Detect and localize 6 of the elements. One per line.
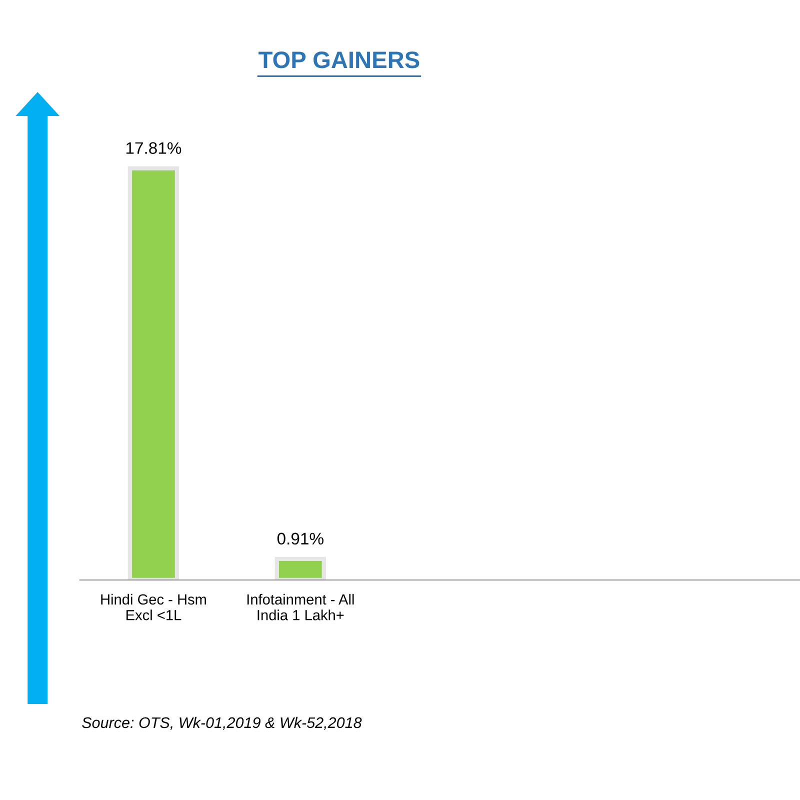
source-note: Source: OTS, Wk-01,2019 & Wk-52,2018 bbox=[82, 716, 362, 730]
chart-title: TOP GAINERS bbox=[258, 52, 420, 68]
data-label: 0.91% bbox=[277, 532, 324, 545]
data-label: 17.81% bbox=[126, 142, 182, 154]
x-tick-label: Hindi Gec - Hsm Excl <1L bbox=[101, 594, 206, 620]
x-tick-label: Infotainment - All India 1 Lakh+ bbox=[247, 594, 354, 620]
